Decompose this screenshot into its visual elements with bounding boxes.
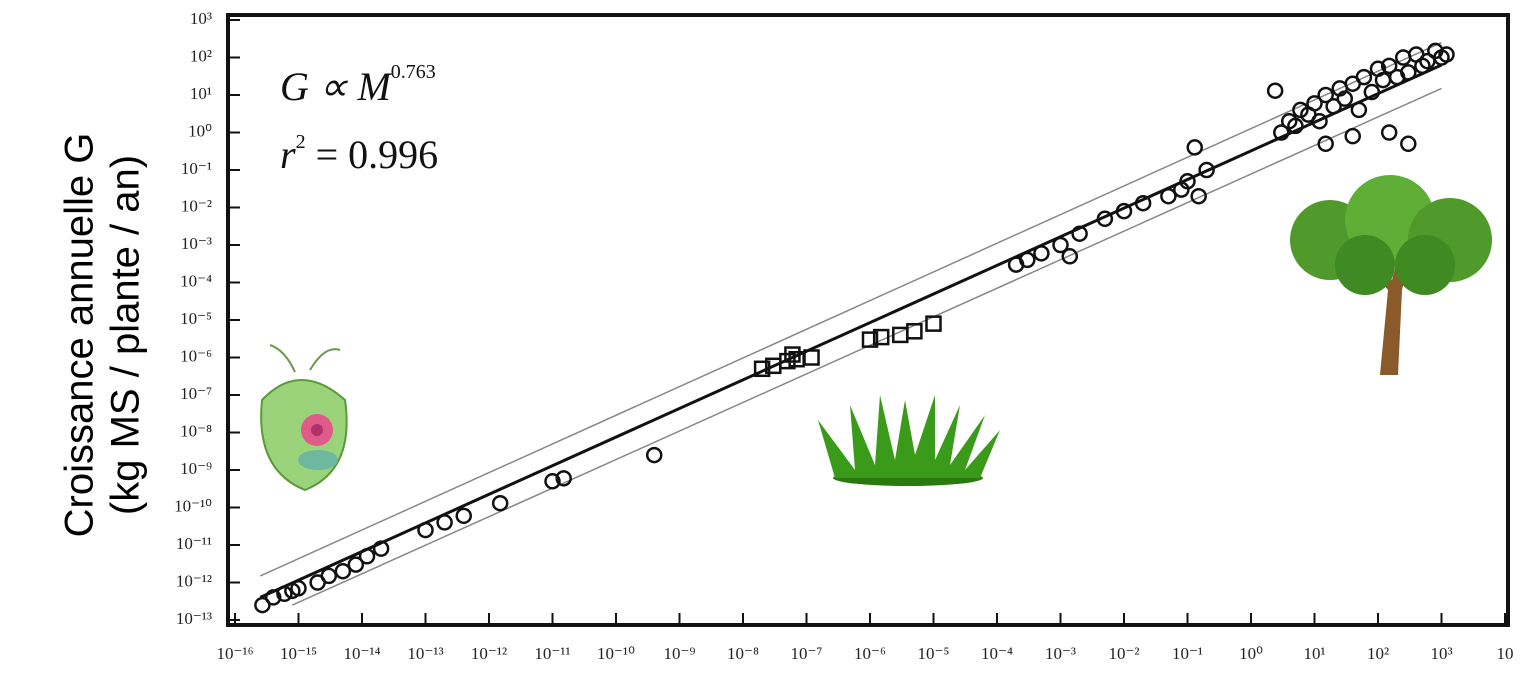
x-tick-label: 10⁻¹⁵: [280, 644, 317, 663]
x-tick-label: 10⁻¹⁰: [597, 644, 635, 663]
y-tick-label: 10⁻¹: [181, 159, 212, 178]
y-tick-label: 10⁻⁶: [180, 346, 212, 365]
x-tick-label: 10³: [1430, 644, 1452, 663]
y-tick-label: 10⁻¹¹: [176, 534, 212, 553]
x-tick-label: 10⁻⁵: [918, 644, 950, 663]
x-tick-label: 10: [1497, 644, 1514, 663]
y-tick-label: 10⁻³: [181, 234, 212, 253]
y-tick-label: 10⁰: [188, 121, 212, 140]
y-tick-label: 10⁻⁸: [180, 421, 212, 440]
y-tick-label: 10⁻¹⁰: [174, 496, 212, 515]
r-squared-value: = 0.996: [306, 132, 439, 177]
y-tick-label: 10⁻⁷: [180, 384, 212, 403]
y-tick-label: 10⁻²: [181, 196, 212, 215]
chart: Croissance annuelle G (kg MS / plante / …: [0, 0, 1520, 673]
x-tick-label: 10⁰: [1239, 644, 1263, 663]
x-tick-label: 10²: [1367, 644, 1389, 663]
y-tick-label: 10⁻⁹: [180, 459, 212, 478]
r-squared-symbol: r: [280, 132, 296, 177]
x-tick-label: 10⁻⁹: [664, 644, 696, 663]
y-tick-label: 10⁻¹³: [176, 609, 212, 628]
y-label-line: (kg MS / plante / an): [104, 155, 148, 515]
x-tick-label: 10⁻⁶: [854, 644, 886, 663]
x-tick-label: 10⁻⁸: [727, 644, 759, 663]
x-tick-label: 10⁻³: [1045, 644, 1076, 663]
x-tick-label: 10⁻¹: [1172, 644, 1203, 663]
y-tick-label: 10⁻⁵: [180, 309, 212, 328]
x-tick-label: 10⁻¹⁶: [217, 644, 254, 663]
page: {"chart_data": { "type": "scatter", "y_l…: [0, 0, 1520, 673]
x-tick-label: 10⁻⁷: [791, 644, 823, 663]
x-tick-label: 10⁻⁴: [981, 644, 1013, 663]
x-tick-label: 10⁻¹²: [471, 644, 507, 663]
x-tick-label: 10⁻¹¹: [534, 644, 570, 663]
x-tick-label: 10⁻²: [1108, 644, 1139, 663]
x-tick-label: 10¹: [1303, 644, 1325, 663]
y-tick-label: 10⁻¹²: [176, 571, 212, 590]
y-label-line: Croissance annuelle G: [58, 133, 102, 538]
equation-exponent: 0.763: [391, 61, 436, 83]
r-squared-exponent: 2: [296, 131, 306, 153]
x-tick-label: 10⁻¹⁴: [344, 644, 381, 663]
y-tick-label: 10¹: [190, 84, 212, 103]
y-tick-label: 10⁻⁴: [180, 271, 212, 290]
x-tick-label: 10⁻¹³: [407, 644, 443, 663]
equation-text: G ∝ M: [280, 64, 393, 109]
y-tick-label: 10³: [190, 9, 212, 28]
y-tick-label: 10²: [190, 46, 212, 65]
